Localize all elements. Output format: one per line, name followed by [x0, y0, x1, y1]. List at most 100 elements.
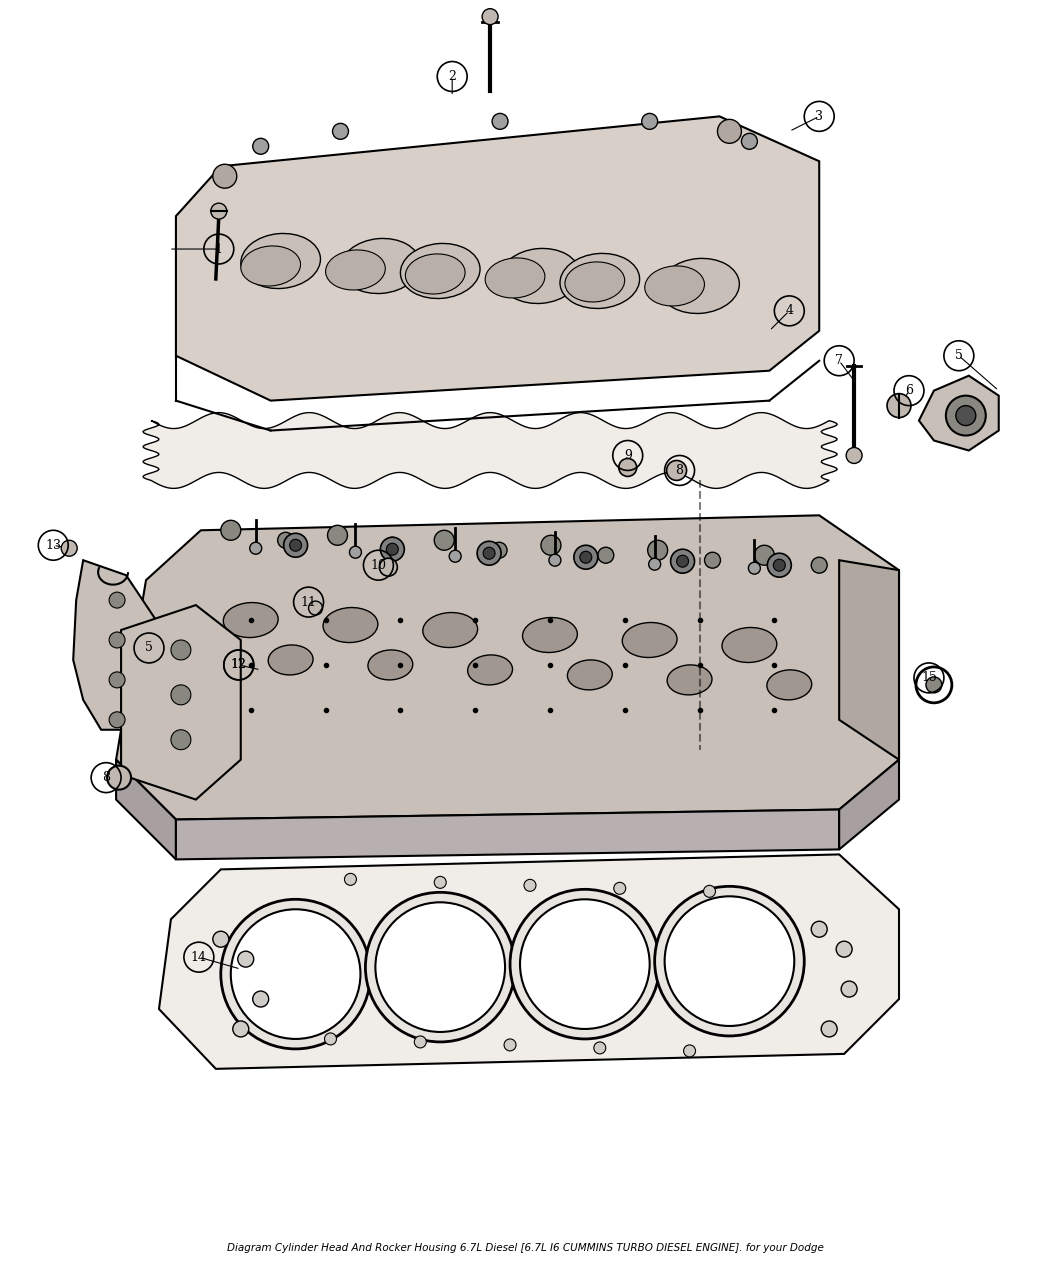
- Circle shape: [384, 537, 400, 553]
- Circle shape: [220, 899, 371, 1049]
- Circle shape: [324, 1033, 336, 1045]
- Circle shape: [491, 542, 507, 558]
- Polygon shape: [143, 413, 837, 488]
- Text: 1: 1: [215, 242, 223, 255]
- Text: 8: 8: [675, 464, 684, 477]
- Text: 10: 10: [371, 558, 386, 571]
- Circle shape: [107, 766, 131, 789]
- Circle shape: [741, 134, 757, 149]
- Ellipse shape: [405, 254, 465, 295]
- Circle shape: [524, 880, 536, 891]
- Circle shape: [749, 562, 760, 574]
- Ellipse shape: [240, 246, 300, 286]
- Circle shape: [717, 120, 741, 143]
- Circle shape: [504, 1039, 516, 1051]
- Text: 5: 5: [954, 349, 963, 362]
- Ellipse shape: [560, 254, 639, 309]
- Circle shape: [477, 542, 501, 565]
- Circle shape: [290, 539, 301, 551]
- Polygon shape: [117, 515, 899, 820]
- Circle shape: [109, 711, 125, 728]
- Text: 5: 5: [145, 641, 153, 654]
- Ellipse shape: [667, 664, 712, 695]
- Circle shape: [350, 546, 361, 558]
- Circle shape: [618, 459, 636, 477]
- Ellipse shape: [645, 266, 705, 306]
- Polygon shape: [74, 560, 156, 729]
- Ellipse shape: [323, 608, 378, 643]
- Circle shape: [676, 555, 689, 567]
- Circle shape: [887, 394, 911, 418]
- Polygon shape: [839, 760, 899, 849]
- Circle shape: [812, 922, 827, 937]
- Ellipse shape: [523, 617, 578, 653]
- Ellipse shape: [268, 645, 313, 674]
- Circle shape: [213, 931, 229, 947]
- Circle shape: [376, 903, 505, 1031]
- Circle shape: [510, 890, 659, 1039]
- Circle shape: [642, 113, 657, 129]
- Circle shape: [926, 677, 942, 692]
- Circle shape: [956, 405, 975, 426]
- Circle shape: [684, 1046, 695, 1057]
- Circle shape: [365, 892, 516, 1042]
- Circle shape: [253, 991, 269, 1007]
- Polygon shape: [176, 810, 839, 859]
- Circle shape: [841, 980, 857, 997]
- Circle shape: [594, 1042, 606, 1054]
- Circle shape: [309, 601, 322, 615]
- Text: 14: 14: [191, 951, 207, 964]
- Circle shape: [946, 395, 986, 436]
- Circle shape: [667, 460, 687, 481]
- Circle shape: [549, 555, 561, 566]
- Circle shape: [213, 164, 236, 189]
- Circle shape: [541, 536, 561, 555]
- Circle shape: [211, 203, 227, 219]
- Ellipse shape: [340, 238, 420, 293]
- Circle shape: [768, 553, 792, 578]
- Circle shape: [328, 525, 348, 546]
- Circle shape: [846, 448, 862, 463]
- Circle shape: [284, 533, 308, 557]
- Ellipse shape: [659, 259, 739, 314]
- Text: 7: 7: [835, 354, 843, 367]
- Circle shape: [435, 876, 446, 889]
- Text: 3: 3: [815, 110, 823, 122]
- Circle shape: [671, 550, 694, 574]
- Polygon shape: [839, 560, 899, 760]
- Ellipse shape: [423, 612, 478, 648]
- Circle shape: [380, 537, 404, 561]
- Text: 6: 6: [905, 384, 914, 397]
- Ellipse shape: [224, 603, 278, 638]
- Circle shape: [109, 632, 125, 648]
- Circle shape: [277, 532, 294, 548]
- Circle shape: [483, 547, 496, 560]
- Circle shape: [171, 729, 191, 750]
- Circle shape: [492, 113, 508, 129]
- Circle shape: [171, 640, 191, 660]
- Ellipse shape: [500, 249, 580, 303]
- Circle shape: [520, 899, 650, 1029]
- Circle shape: [614, 882, 626, 894]
- Circle shape: [774, 560, 785, 571]
- Polygon shape: [117, 760, 176, 859]
- Circle shape: [580, 551, 592, 564]
- Circle shape: [821, 1021, 837, 1037]
- Text: 12: 12: [231, 658, 247, 672]
- Circle shape: [379, 558, 397, 576]
- Text: 4: 4: [785, 305, 794, 317]
- Circle shape: [704, 885, 715, 898]
- Text: 12: 12: [231, 658, 247, 672]
- Circle shape: [435, 530, 455, 551]
- Ellipse shape: [565, 261, 625, 302]
- Polygon shape: [159, 854, 899, 1068]
- Circle shape: [109, 672, 125, 689]
- Circle shape: [705, 552, 720, 569]
- Circle shape: [654, 886, 804, 1037]
- Ellipse shape: [467, 655, 512, 685]
- Polygon shape: [176, 116, 819, 400]
- Circle shape: [574, 546, 597, 569]
- Ellipse shape: [368, 650, 413, 680]
- Ellipse shape: [766, 669, 812, 700]
- Polygon shape: [121, 606, 240, 799]
